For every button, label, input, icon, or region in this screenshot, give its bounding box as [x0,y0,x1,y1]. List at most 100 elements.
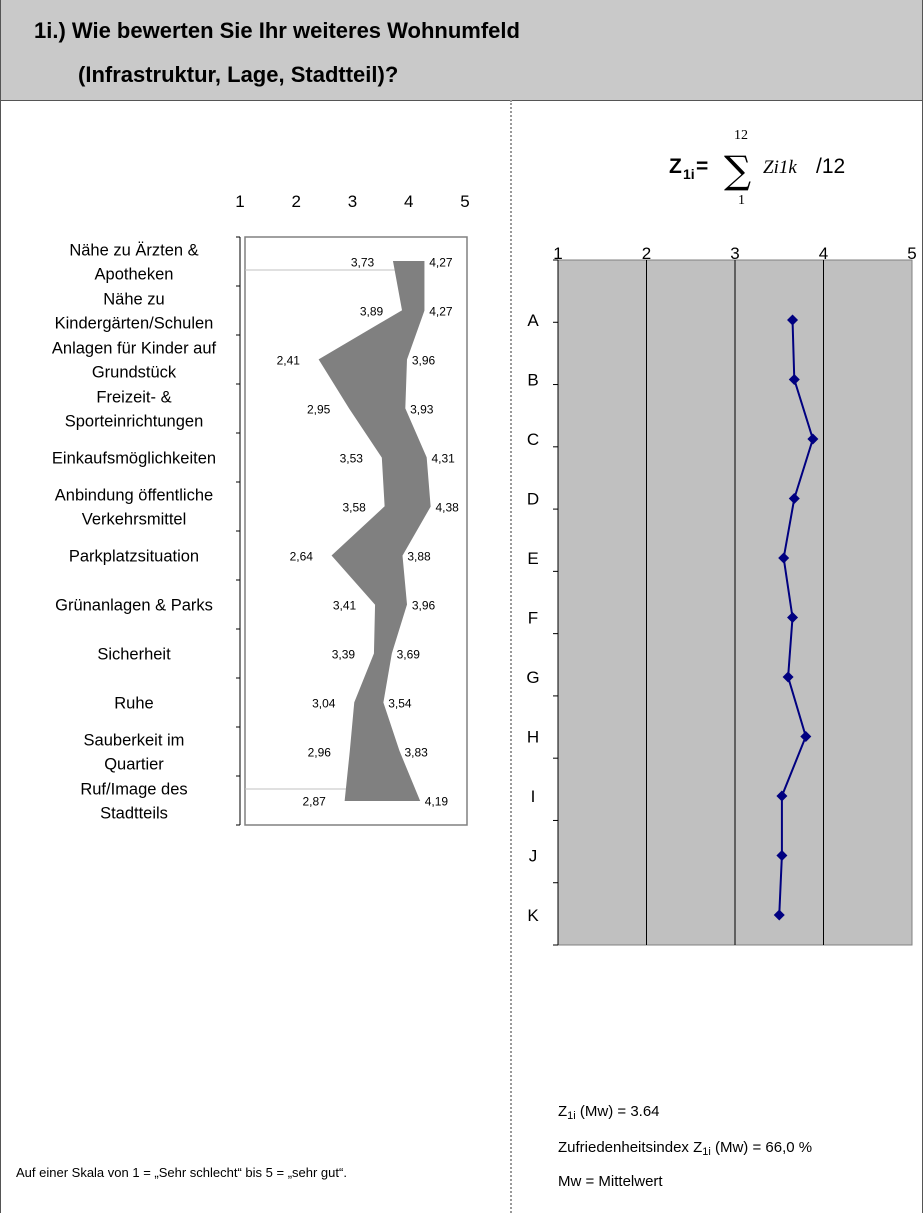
high-value-label: 3,88 [407,550,431,564]
low-value-label: 3,53 [340,452,364,466]
low-value-label: 3,41 [333,599,357,613]
x-tick-label: 4 [819,244,828,263]
formula-sum-sign: ∑ [724,148,751,192]
mean-marker [776,850,788,861]
high-value-label: 4,31 [432,452,456,466]
category-label: E [527,549,538,568]
mean-z-subscript: 1i [567,1110,576,1122]
category-label: Einkaufsmöglichkeiten [52,450,216,468]
high-value-label: 4,27 [429,305,453,319]
category-label: Anlagen für Kinder auf [52,340,217,358]
index-subscript: 1i [702,1146,711,1158]
category-label: Nähe zu Ärzten & [69,242,198,260]
formula: Z 1i = ∑ 12 1 Zi1k /12 [669,128,845,208]
mean-marker [788,493,800,504]
category-label: G [526,668,539,687]
category-label: Apotheken [95,266,174,284]
mean-line-chart: 1 2 3 4 5 A B C D E F G H I J K [526,244,917,946]
high-value-label: 4,19 [425,795,449,809]
category-label: A [527,311,539,330]
x-tick-label: 2 [292,192,301,211]
category-label: Grünanlagen & Parks [55,597,213,615]
category-label: Parkplatzsituation [69,548,199,566]
low-value-label: 3,04 [312,697,336,711]
x-tick-label: 1 [553,244,562,263]
high-value-label: 3,93 [410,403,434,417]
category-label: H [527,728,539,747]
high-value-label: 4,27 [429,256,453,270]
category-label: Sauberkeit im [84,732,185,750]
question-title-line2: (Infrastruktur, Lage, Stadtteil)? [78,62,399,87]
category-label: Nähe zu [103,291,164,309]
column-divider [510,100,512,1213]
header-band: 1i.) Wie bewerten Sie Ihr weiteres Wohnu… [1,0,922,101]
formula-term: Zi1k [763,157,797,178]
x-tick-label: 5 [907,244,916,263]
x-tick-label: 2 [642,244,651,263]
low-value-label: 2,95 [307,403,331,417]
mean-marker [778,552,790,564]
mean-marker [788,374,800,385]
category-label: B [527,371,538,390]
mw-definition-note: Mw = Mittelwert [558,1173,663,1190]
formula-upper-limit: 12 [734,128,748,143]
low-value-label: 3,73 [351,256,375,270]
satisfaction-index-note: Zufriedenheitsindex Z1i (Mw) = 66,0 % [558,1139,813,1158]
formula-lhs: Z [669,155,682,178]
mean-marker [787,612,799,623]
x-tick-label: 5 [460,192,469,211]
category-label: Anbindung öffentliche [55,487,213,505]
mean-marker [787,314,799,326]
low-value-label: 2,64 [290,550,314,564]
category-label: C [527,430,539,449]
high-value-label: 3,96 [412,599,436,613]
category-label: J [529,847,538,866]
low-value-label: 2,96 [308,746,332,760]
index-value-text: (Mw) = 66,0 % [710,1139,813,1156]
index-label: Zufriedenheitsindex Z [558,1139,703,1156]
formula-lower-limit: 1 [738,193,745,208]
high-value-label: 3,83 [405,746,429,760]
category-label: Ruf/Image des [80,781,187,799]
low-value-label: 2,87 [303,795,327,809]
category-label: D [527,490,539,509]
mean-marker [807,433,819,445]
low-value-label: 3,39 [332,648,356,662]
mean-marker [773,909,785,921]
mean-z: Z [558,1103,568,1120]
mean-value-note: Z1i (Mw) = 3.64 [558,1103,660,1122]
high-value-label: 3,69 [397,648,421,662]
low-value-label: 2,41 [277,354,301,368]
range-band [318,261,431,801]
x-tick-label: 3 [730,244,739,263]
range-chart: 1 2 3 4 5 Nähe zu Ärzten & Apotheken Nähe zu Kin… [52,192,470,826]
mean-value-text: (Mw) = 3.64 [575,1103,660,1120]
high-value-label: 3,96 [412,354,436,368]
category-label: Grundstück [92,364,177,382]
category-label: Sporteinrichtungen [65,413,204,431]
category-label: I [531,787,536,806]
category-label: Stadtteils [100,805,168,823]
scale-note: Auf einer Skala von 1 = „Sehr schlecht“ … [16,1165,347,1180]
formula-lhs-subscript: 1i [683,166,695,182]
mean-marker [800,731,812,742]
category-label: Freizeit- & [96,389,171,407]
category-label: Sicherheit [97,646,171,664]
x-tick-label: 1 [235,192,244,211]
high-value-label: 3,54 [388,697,412,711]
low-value-label: 3,89 [360,305,384,319]
category-label: Verkehrsmittel [82,511,187,529]
formula-equals: = [696,155,708,178]
formula-divisor: /12 [816,155,845,178]
x-tick-label: 3 [348,192,357,211]
category-label: F [528,609,538,628]
category-label: K [527,906,539,925]
category-label: Quartier [104,756,164,774]
high-value-label: 4,38 [435,501,459,515]
low-value-label: 3,58 [342,501,366,515]
question-title-line1: 1i.) Wie bewerten Sie Ihr weiteres Wohnu… [34,18,520,43]
x-tick-label: 4 [404,192,413,211]
mean-marker [782,671,794,683]
